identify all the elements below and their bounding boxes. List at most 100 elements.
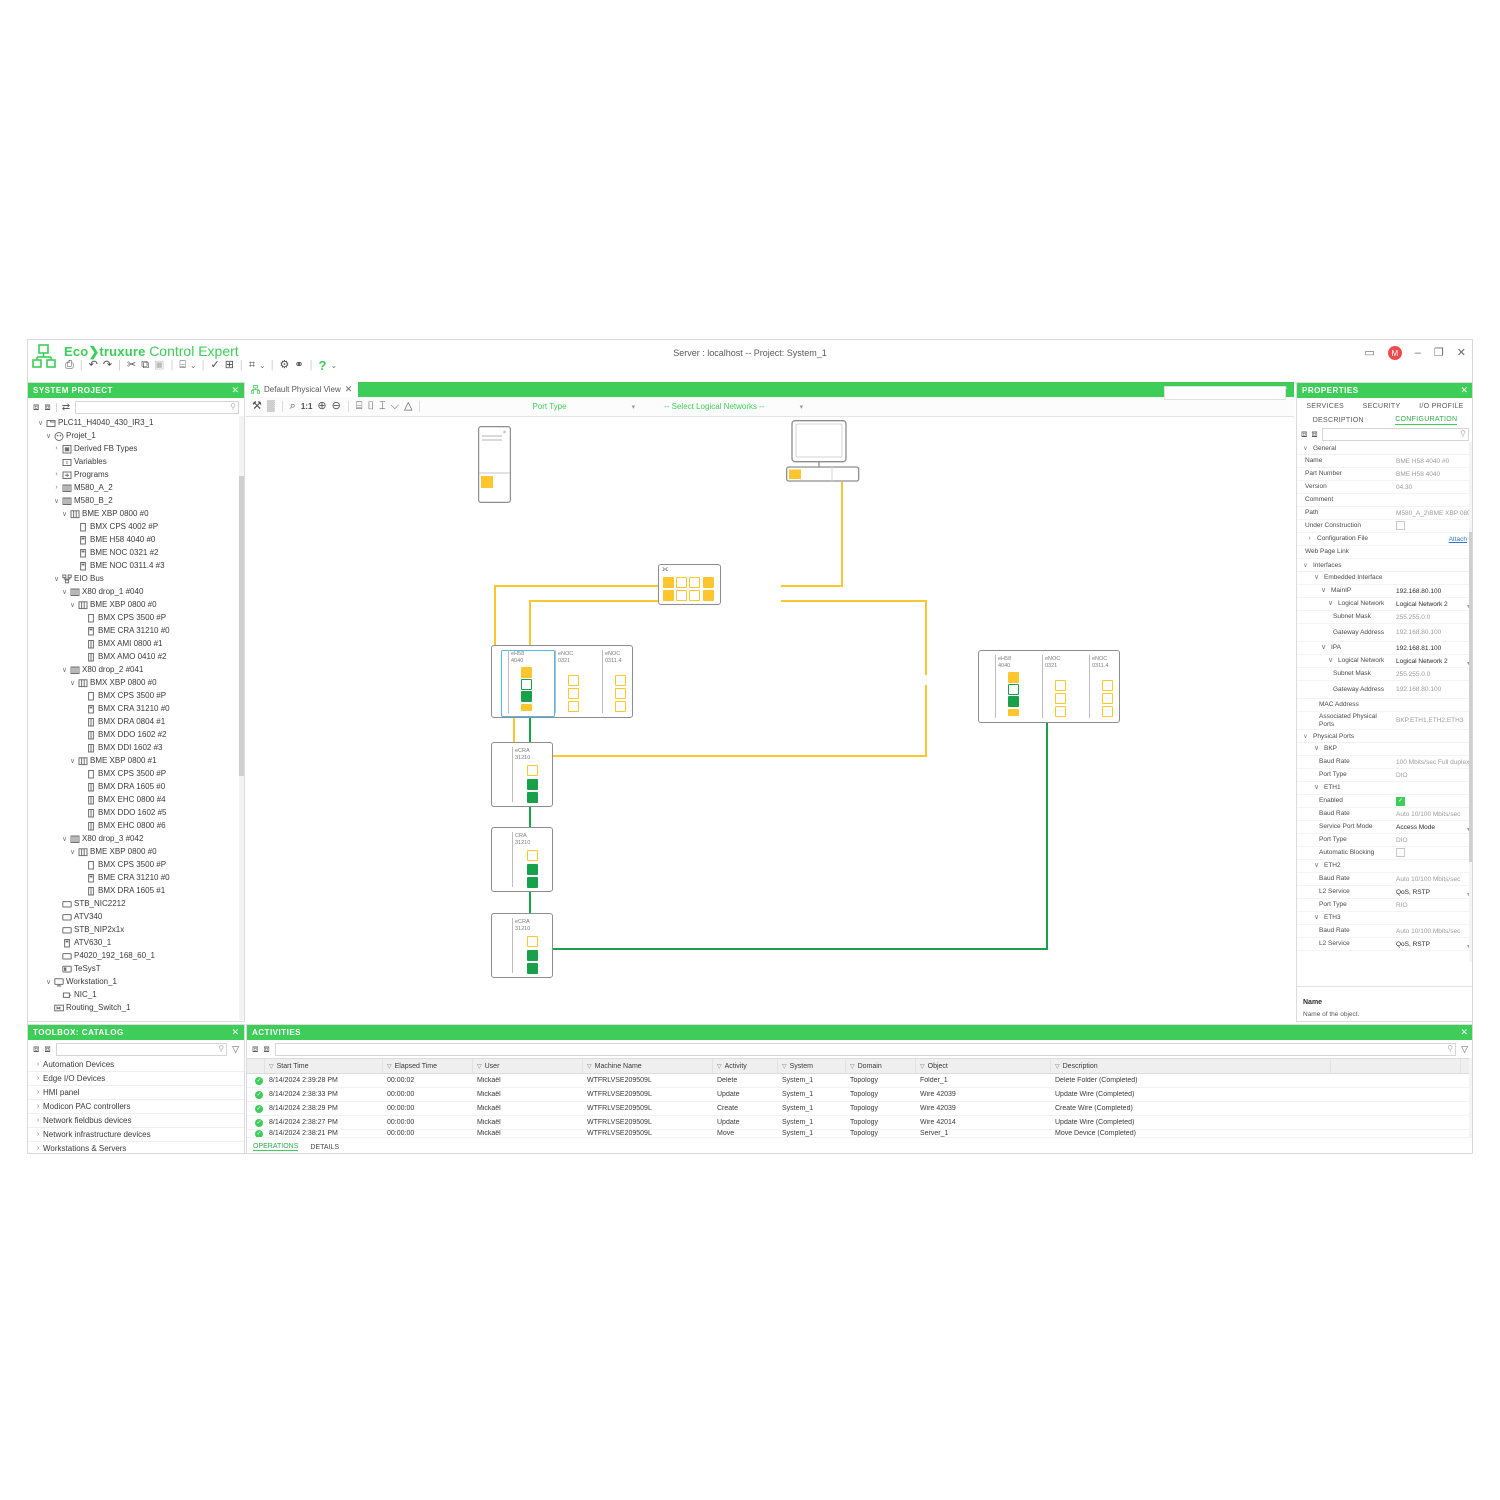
column-header[interactable]: ▽ Start Time [265,1059,383,1073]
property-row[interactable]: Gateway Address 192.168.80.100 [1297,624,1472,642]
checkbox[interactable]: ✓ [1396,796,1405,806]
paste-icon[interactable]: ▣ [154,358,165,371]
tree-expander[interactable]: ∨ [1313,784,1320,792]
column-header[interactable]: ▽ System [778,1059,846,1073]
tree-expander[interactable]: ∨ [1303,445,1308,452]
align-bottom-icon[interactable]: ⌵ [390,400,400,412]
property-row[interactable]: Baud Rate Auto 10/100 Mbits/sec [1297,873,1472,886]
activities-scrollbar[interactable] [1469,1058,1472,1138]
tree-item[interactable]: BME NOC 0321 #2 [28,546,243,559]
rack-left-port-b1[interactable] [568,675,579,686]
minimize-icon[interactable]: – [1414,346,1421,359]
canvas-search-input[interactable] [1164,386,1286,400]
column-header[interactable]: ▽ Object [916,1059,1051,1073]
tree-item[interactable]: BMX DRA 1605 #1 [28,884,243,897]
catalog-item[interactable]: › Modicon PAC controllers [28,1100,244,1114]
property-value[interactable]: QoS, RSTP ▾ [1393,889,1472,896]
help-icon[interactable]: ? [318,357,327,373]
tree-expander[interactable]: ∨ [1327,600,1334,608]
topology-canvas[interactable]: ⟗ eH58 4040 eNOC 0321 eNOC 0311.4 [246,417,1294,1020]
rack-right-port-a4[interactable] [1008,709,1019,716]
tree-item[interactable]: ATV340 [28,910,243,923]
column-header[interactable]: ▽ Description [1051,1059,1331,1073]
expand-all-icon[interactable]: ⧈ [252,1043,259,1055]
property-row[interactable]: L2 Service QoS, RSTP ▾ [1297,938,1472,951]
tree-expander[interactable]: ∨ [1313,862,1320,870]
switch-port-5[interactable] [663,590,674,601]
tab-close-icon[interactable]: ✕ [344,384,353,394]
properties-tab-security[interactable]: SECURITY [1362,402,1401,410]
property-value[interactable]: BME H58 4040 [1396,470,1441,478]
table-row[interactable]: ✓ 8/14/2024 2:38:33 PM 00:00:00 Mickaël WTFR… [247,1088,1472,1102]
tree-item[interactable]: ∨ BME XBP 0800 #0 [28,507,243,520]
property-row[interactable]: ∨ Logical Network Logical Network 2 ▾ [1297,598,1472,611]
network-icon[interactable]: ⌗ [248,358,255,371]
tree-expander[interactable]: ∨ [61,835,68,843]
property-row[interactable]: Subnet Mask 255.255.0.0 [1297,611,1472,624]
tree-scrollbar[interactable] [239,416,244,1020]
tree-expander[interactable]: ∨ [1327,657,1334,665]
column-header[interactable]: ▽ Domain [846,1059,916,1073]
tree-item[interactable]: Routing_Switch_1 [28,1001,243,1014]
properties-scrollbar[interactable] [1469,442,1472,962]
chat-icon[interactable]: ▭ [1364,346,1375,359]
rack-left-port-b3[interactable] [568,701,579,712]
chevron-down-icon[interactable]: ▾ [1467,603,1470,608]
tree-item[interactable]: BMX DRA 1605 #0 [28,780,243,793]
tree-item[interactable]: x Variables [28,455,243,468]
property-value[interactable]: Auto 10/100 Mbits/sec [1396,810,1461,818]
expand-all-icon[interactable]: ⧈ [1301,428,1308,440]
property-row[interactable]: L2 Service QoS, RSTP ▾ [1297,886,1472,899]
tree-item[interactable]: ∨ X80 drop_2 #041 [28,663,243,676]
checkbox[interactable] [1396,520,1405,530]
collapse-all-icon[interactable]: ⧈ [44,1043,51,1055]
tree-item[interactable]: BMX AMI 0800 #1 [28,637,243,650]
property-value[interactable]: Logical Network 2 ▾ [1393,658,1472,665]
system-project-close-icon[interactable]: ✕ [231,385,239,395]
tree-item[interactable]: BMX AMO 0410 #2 [28,650,243,663]
port-type-dropdown[interactable]: Port Type ▾ [532,402,635,411]
rack-right-port-c1[interactable] [1102,680,1113,691]
rack-right-port-a3[interactable] [1008,696,1019,707]
filter-icon[interactable]: ▽ [587,1063,592,1070]
panels-icon[interactable]: ⌸ [179,358,186,371]
collapse-all-icon[interactable]: ⧈ [44,401,51,413]
tree-item[interactable]: BMX CPS 4002 #P [28,520,243,533]
tree-expander[interactable]: › [36,1089,40,1096]
tree-item[interactable]: TeSysT [28,962,243,975]
grid-icon[interactable]: ▒ [266,400,275,412]
properties-tab-i-o-profile[interactable]: I/O PROFILE [1419,402,1464,410]
activities-close-icon[interactable]: ✕ [1460,1027,1468,1037]
properties-group-header[interactable]: ∨ General [1297,442,1472,455]
property-value[interactable]: 192.168.80.100 [1396,686,1442,693]
property-row[interactable]: Baud Rate Auto 10/100 Mbits/sec [1297,925,1472,938]
tree-item[interactable]: ∨ EIO Bus [28,572,243,585]
catalog-item[interactable]: › Edge I/O Devices [28,1072,244,1086]
property-row[interactable]: Service Port Mode Access Mode ▾ [1297,821,1472,834]
table-row[interactable]: ✓ 8/14/2024 2:38:29 PM 00:00:00 Mickaël WTFR… [247,1102,1472,1116]
build-icon[interactable]: ⊞ [224,358,234,371]
catalog-item[interactable]: › Network fieldbus devices [28,1114,244,1128]
drop-ecra-3[interactable]: eCRA 31210 [491,913,553,978]
tree-expander[interactable]: ∨ [1320,587,1327,595]
tree-expander[interactable]: ∨ [61,666,68,674]
property-value[interactable]: Logical Network 2 ▾ [1393,601,1472,608]
property-row[interactable]: › Configuration File Attach [1297,533,1472,546]
tree-item[interactable]: › M580_A_2 [28,481,243,494]
tree-item[interactable]: ∨ X80 drop_3 #042 [28,832,243,845]
drop-3-port-1[interactable] [527,936,538,947]
property-row[interactable]: ∨ ETH2 [1297,860,1472,873]
drop-3-port-3[interactable] [527,963,538,974]
tree-expander[interactable]: › [36,1075,40,1082]
column-header[interactable] [247,1059,265,1073]
tree-item[interactable]: BMX DDI 1602 #3 [28,741,243,754]
tree-item[interactable]: BMX CRA 31210 #0 [28,702,243,715]
copy-icon[interactable]: ⧉ [141,358,150,371]
tree-expander[interactable]: ∨ [61,588,68,596]
filter-icon[interactable]: ▽ [232,1043,239,1054]
rack-right-port-b1[interactable] [1055,680,1066,691]
property-value[interactable]: 100 Mbits/sec Full duplex [1396,758,1470,766]
filter-icon[interactable]: ▽ [1461,1043,1468,1054]
attach-link[interactable]: Attach [1448,535,1467,543]
tree-item[interactable]: STB_NIC2212 [28,897,243,910]
